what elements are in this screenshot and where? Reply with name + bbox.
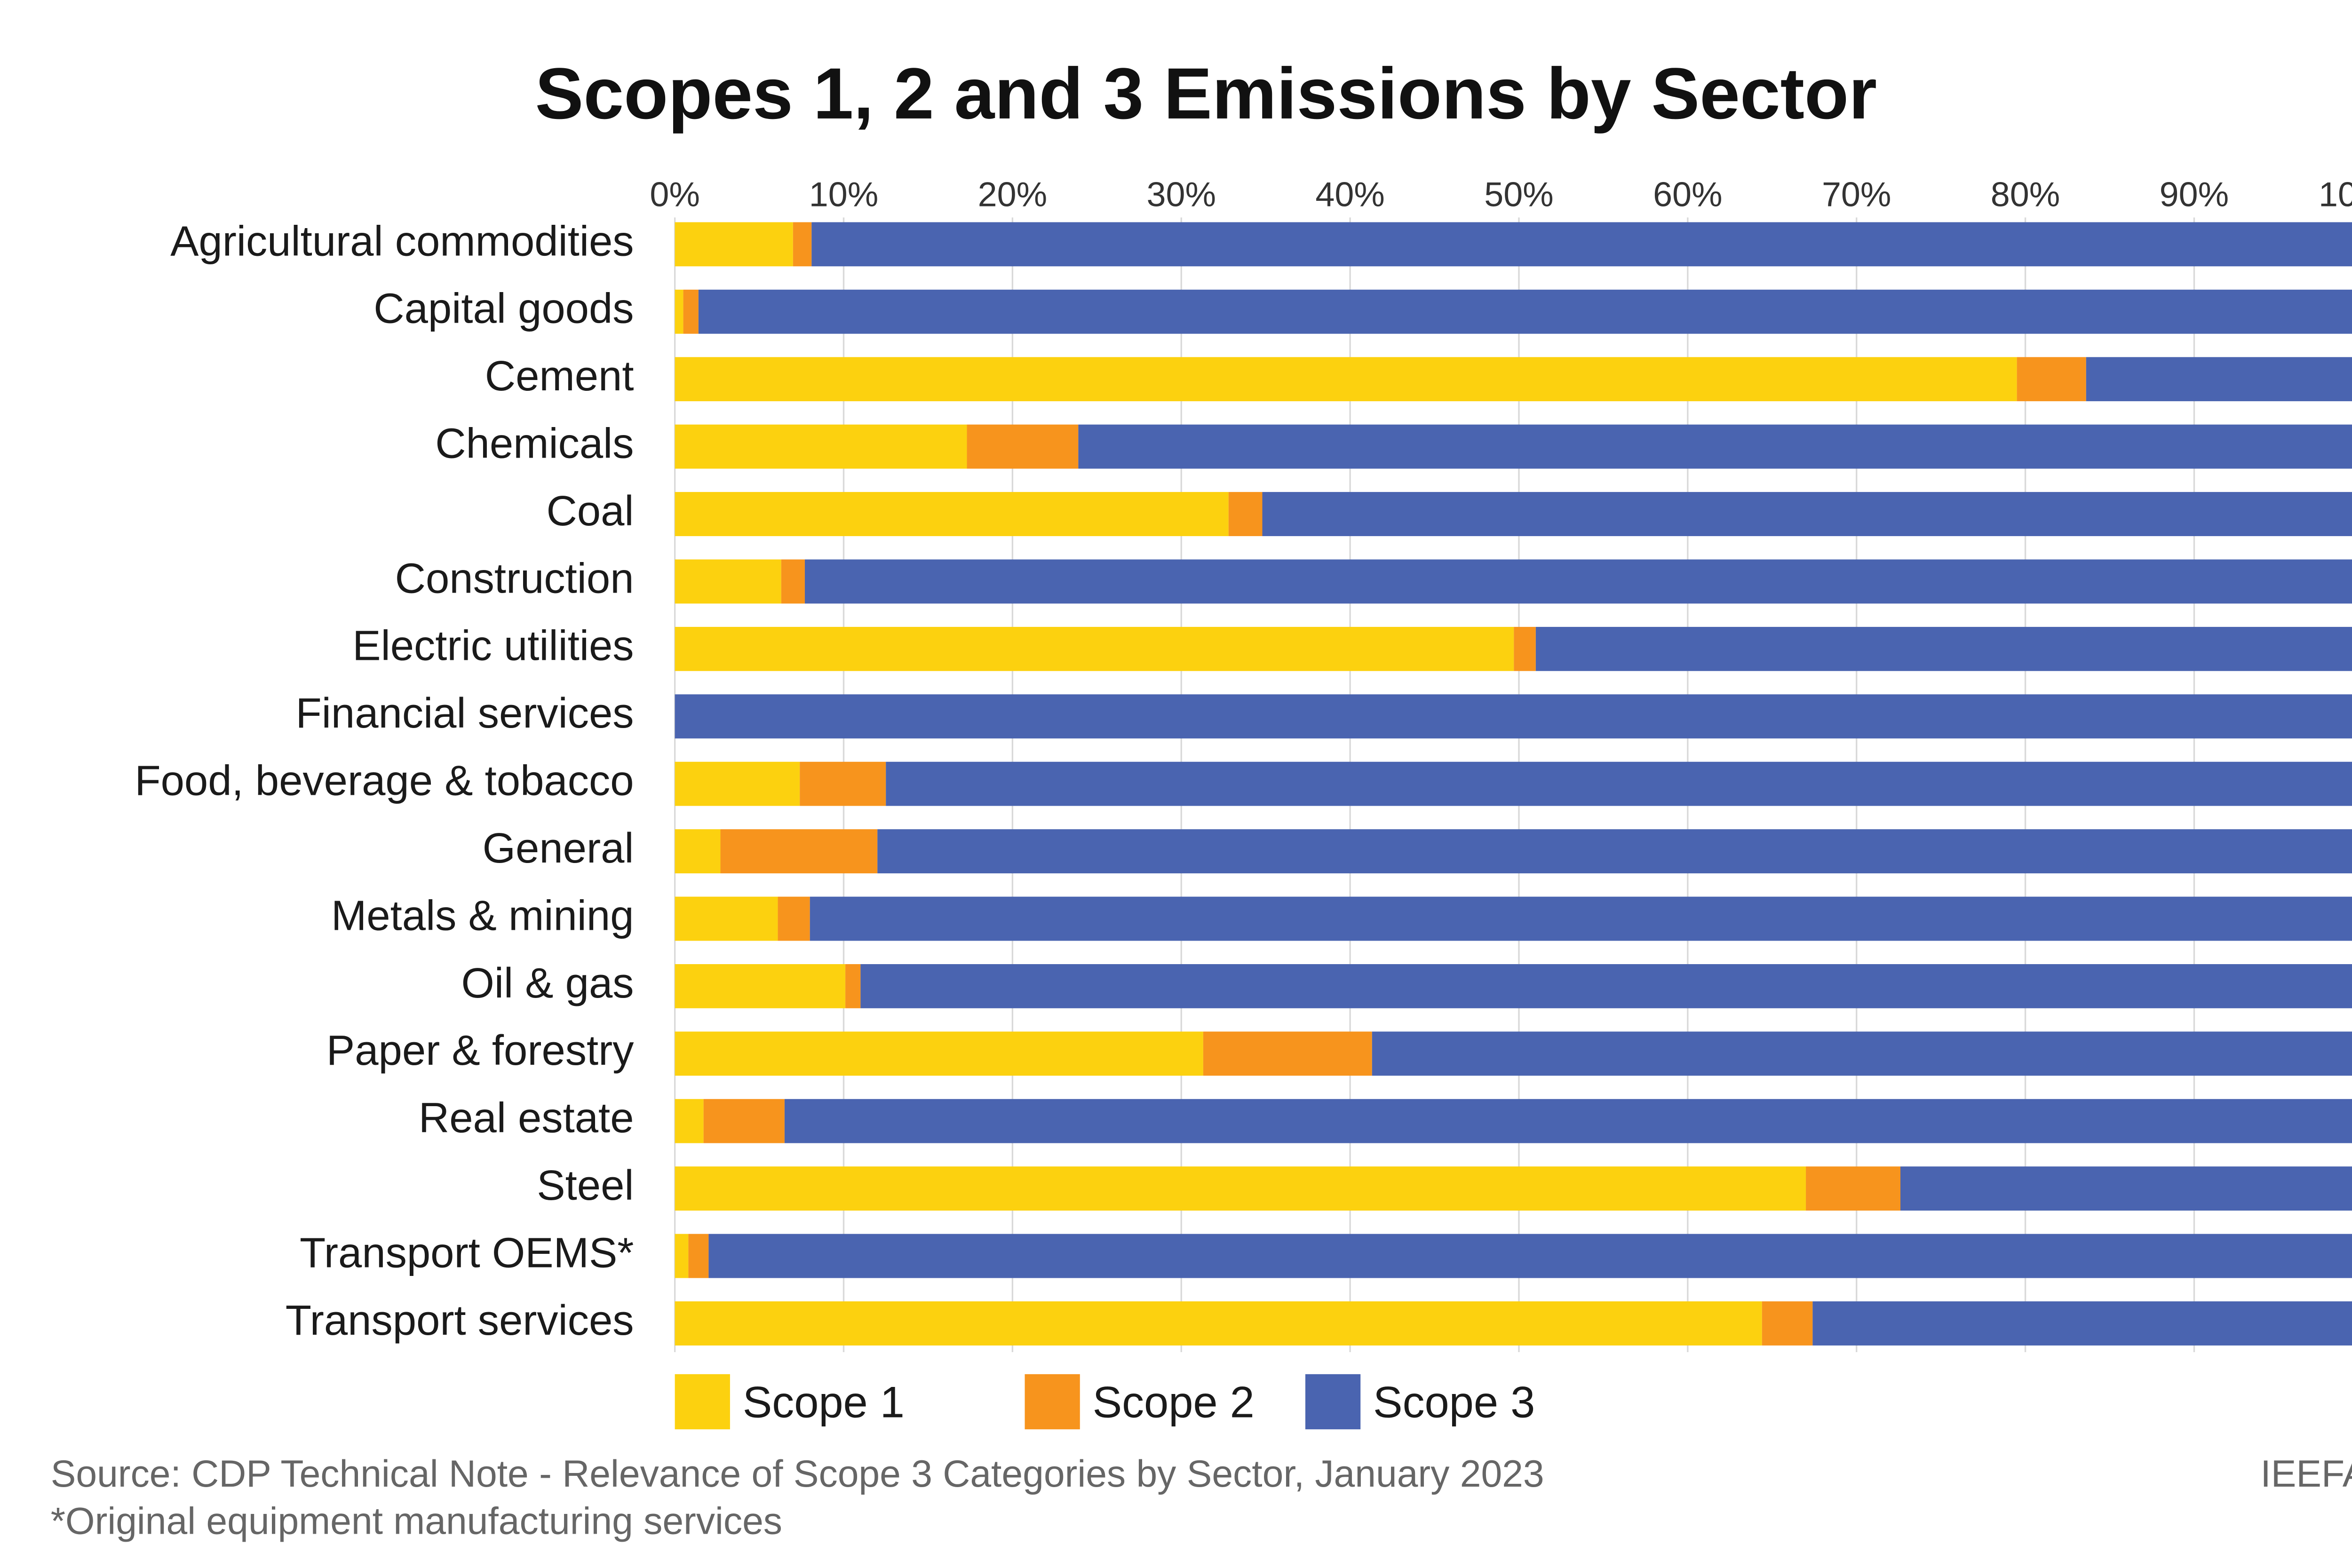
bar-segment	[703, 1099, 785, 1143]
bar-segment	[778, 896, 810, 941]
legend-swatch	[1025, 1374, 1080, 1430]
bar-segment	[2086, 357, 2352, 402]
bar-segment	[675, 1031, 1203, 1076]
bar-segment	[1535, 626, 2352, 671]
bar-segment	[1806, 1166, 1901, 1211]
bar-segment	[675, 1099, 704, 1143]
bar-segment	[877, 829, 2352, 873]
source: Source: CDP Technical Note - Relevance o…	[51, 1453, 1544, 1495]
bar-segment	[967, 424, 1079, 469]
y-tick-label: Food, beverage & tobacco	[135, 757, 634, 805]
bar-segment	[708, 1234, 2352, 1278]
bar-segment	[2017, 357, 2086, 402]
note: *Original equipment manufacturing servic…	[51, 1500, 782, 1542]
bar-segment	[793, 222, 812, 267]
bar-segment	[1900, 1166, 2352, 1211]
y-tick-label: Paper & forestry	[326, 1027, 634, 1074]
bar-segment	[1514, 626, 1536, 671]
legend-swatch	[1305, 1374, 1361, 1430]
y-tick-label: Chemicals	[435, 420, 634, 467]
y-tick-label: Real estate	[419, 1094, 634, 1142]
x-tick-label: 100%	[2319, 174, 2352, 214]
bar-segment	[860, 964, 2352, 1008]
x-tick-label: 70%	[1822, 174, 1891, 214]
bar-segment	[675, 559, 781, 604]
bar-segment	[800, 761, 886, 806]
x-tick-label: 30%	[1146, 174, 1216, 214]
bar-segment	[1762, 1301, 1813, 1346]
y-tick-label: Financial services	[296, 689, 634, 737]
x-tick-label: 10%	[809, 174, 879, 214]
bar-segment	[1262, 492, 2352, 536]
y-tick-label: Oil & gas	[461, 959, 634, 1007]
bar-segment	[675, 964, 846, 1008]
bar-segment	[811, 222, 2352, 267]
bar-segment	[781, 559, 805, 604]
bar-segment	[683, 289, 699, 334]
bar-segment	[1372, 1031, 2352, 1076]
y-tick-label: Transport OEMS*	[300, 1229, 634, 1276]
x-tick-label: 20%	[978, 174, 1048, 214]
bar-segment	[1228, 492, 1263, 536]
bar-segment	[675, 289, 683, 334]
chart-title: Scopes 1, 2 and 3 Emissions by Sector	[535, 53, 1877, 134]
bar-segment	[675, 1166, 1806, 1211]
x-tick-label: 80%	[1991, 174, 2060, 214]
y-tick-label: Metals & mining	[331, 892, 634, 939]
bar-segment	[810, 896, 2352, 941]
legend-label: Scope 1	[743, 1378, 905, 1427]
x-tick-label: 90%	[2160, 174, 2229, 214]
bar-segment	[675, 357, 2017, 402]
legend-label: Scope 2	[1093, 1378, 1255, 1427]
y-tick-label: Transport services	[286, 1297, 634, 1344]
bar-segment	[675, 1234, 689, 1278]
bar-segment	[675, 424, 967, 469]
legend-swatch	[675, 1374, 730, 1430]
bar-segment	[1203, 1031, 1372, 1076]
bar-segment	[1078, 424, 2352, 469]
bar-segment	[675, 896, 778, 941]
x-tick-label: 60%	[1653, 174, 1723, 214]
credit: IEEFA	[2260, 1453, 2352, 1495]
bar-segment	[688, 1234, 709, 1278]
x-tick-label: 0%	[650, 174, 700, 214]
bar-segment	[784, 1099, 2352, 1143]
y-tick-label: Capital goods	[373, 285, 634, 333]
bar-segment	[845, 964, 861, 1008]
bar-segment	[675, 761, 800, 806]
legend-label: Scope 3	[1373, 1378, 1535, 1427]
x-tick-label: 40%	[1315, 174, 1385, 214]
bar-segment	[1812, 1301, 2352, 1346]
y-tick-label: Steel	[537, 1162, 634, 1209]
bar-segment	[886, 761, 2352, 806]
y-tick-label: Electric utilities	[352, 622, 634, 670]
y-tick-label: Coal	[546, 487, 634, 535]
bar-segment	[720, 829, 878, 873]
bar-segment	[675, 222, 793, 267]
bar-segment	[675, 829, 721, 873]
y-tick-label: Cement	[485, 352, 634, 400]
y-tick-label: General	[483, 824, 634, 872]
x-tick-label: 50%	[1484, 174, 1554, 214]
bar-segment	[675, 694, 2352, 739]
bar-segment	[698, 289, 2352, 334]
bar-segment	[675, 626, 1514, 671]
bar-segment	[804, 559, 2352, 604]
y-tick-label: Construction	[395, 554, 634, 602]
y-tick-label: Agricultural commodities	[170, 217, 634, 265]
bar-segment	[675, 1301, 1762, 1346]
bar-segment	[675, 492, 1229, 536]
